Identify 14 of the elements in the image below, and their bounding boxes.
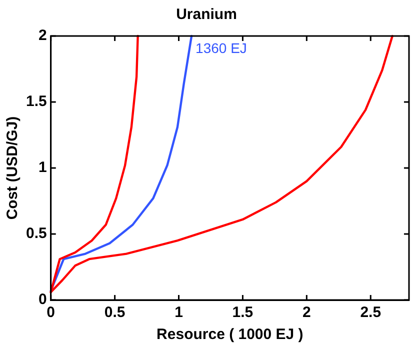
y-tick-label: 2 — [38, 27, 47, 44]
x-axis-title: Resource ( 1000 EJ ) — [156, 326, 304, 344]
annotation: 1360 EJ — [196, 40, 247, 56]
x-tick-label: 1 — [174, 304, 183, 322]
y-tick-label: 0.5 — [26, 225, 47, 242]
y-tick-label: 1.5 — [26, 93, 47, 110]
chart-title: Uranium — [176, 6, 237, 24]
x-tick-label: 1.5 — [232, 304, 254, 322]
x-tick-label: 2.5 — [360, 304, 382, 322]
y-tick-label: 0 — [38, 291, 47, 308]
y-tick-label: 1 — [38, 159, 47, 176]
y-axis-title: Cost (USD/GJ) — [4, 116, 22, 220]
x-tick-label: 2 — [302, 304, 311, 322]
x-tick-label: 0.5 — [104, 304, 126, 322]
